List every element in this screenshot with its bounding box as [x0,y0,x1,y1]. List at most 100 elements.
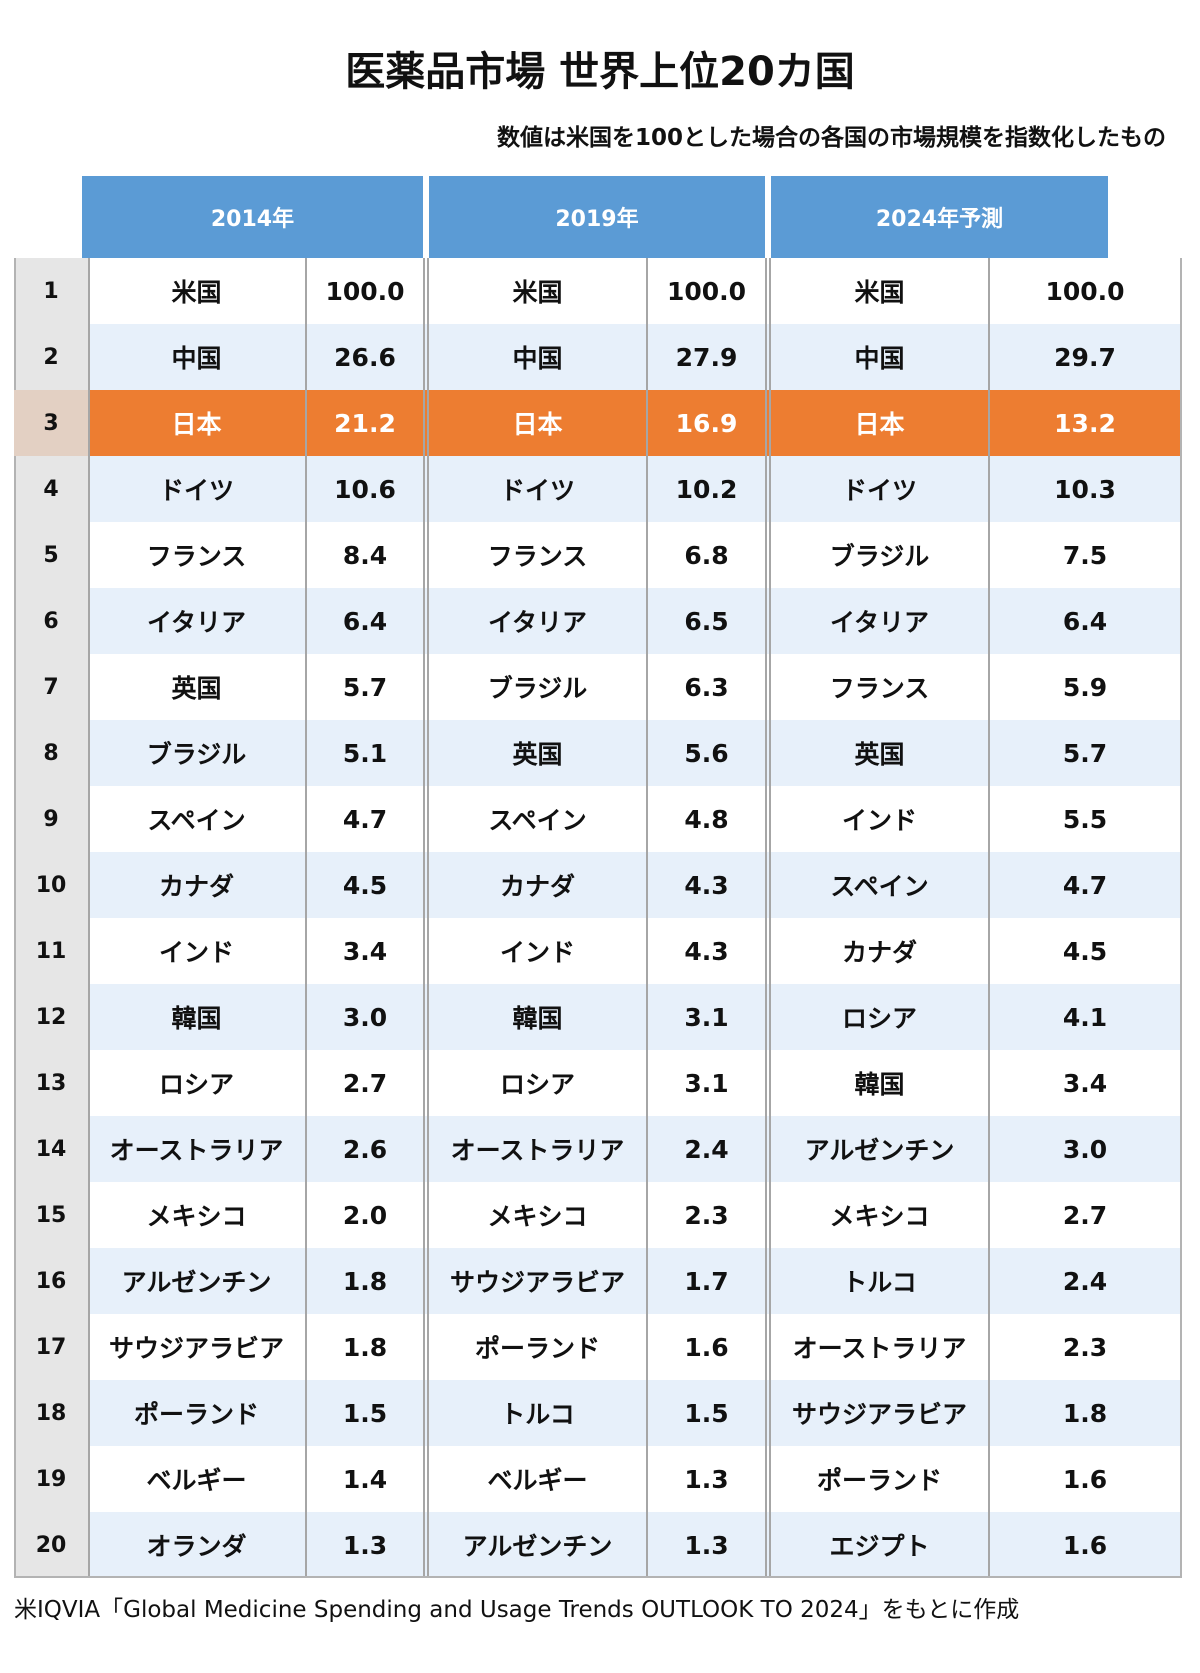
index-value-2014: 2.7 [342,1068,388,1098]
country-name-2024: カナダ [841,938,917,967]
country-name-2014: ポーランド [133,1400,259,1429]
rank-number: 19 [35,1466,67,1492]
index-value-2024: 2.3 [1062,1332,1108,1362]
table-row: 3 日本 21.2 日本 16.9 日本 13.2 [14,390,1182,456]
country-name-2019: 韓国 [512,1004,563,1033]
country-name-2019: オーストラリア [450,1136,625,1165]
country-name-2014: ブラジル [146,740,247,769]
country-name-2014: オーストラリア [109,1136,284,1165]
index-value-2014: 1.5 [342,1398,388,1428]
table-row: 18 ポーランド 1.5 トルコ 1.5 サウジアラビア 1.8 [14,1380,1182,1446]
index-value-2024: 5.7 [1062,738,1108,768]
country-name-2024: ロシア [841,1004,917,1033]
row-background [88,390,1182,456]
chart-subtitle: 数値は米国を100とした場合の各国の市場規模を指数化したもの [496,125,1166,151]
country-name-2019: インド [499,938,575,967]
table-row: 9 スペイン 4.7 スペイン 4.8 インド 5.5 [14,786,1182,852]
rank-number: 18 [35,1400,67,1426]
row-background [88,1116,1182,1182]
index-value-2014: 1.8 [342,1332,388,1362]
row-background [88,1050,1182,1116]
country-name-2024: インド [841,806,917,835]
index-value-2024: 4.7 [1062,870,1108,900]
column-divider [88,258,90,1578]
table-row: 11 インド 3.4 インド 4.3 カナダ 4.5 [14,918,1182,984]
country-name-2024: 英国 [854,740,905,769]
country-name-2014: ベルギー [146,1466,247,1495]
ranking-table: 2014年 2019年 2024年予測 1 米国 100.0 米国 100.0 米国 100… [14,176,1182,1578]
table-border-right [1180,258,1182,1578]
country-name-2019: イタリア [487,608,587,637]
rank-number: 2 [43,344,59,370]
index-value-2014: 1.4 [342,1464,388,1494]
row-background [88,852,1182,918]
country-name-2014: 米国 [171,278,222,307]
row-background [88,588,1182,654]
row-background [88,720,1182,786]
row-background [88,456,1182,522]
country-name-2019: ブラジル [487,674,588,703]
country-name-2024: エジプト [829,1532,930,1561]
row-background [88,258,1182,324]
index-value-2014: 3.0 [342,1002,388,1032]
country-name-2024: トルコ [842,1268,917,1297]
index-value-2019: 5.6 [684,738,729,768]
table-row: 17 サウジアラビア 1.8 ポーランド 1.6 オーストラリア 2.3 [14,1314,1182,1380]
rank-number: 8 [43,740,59,766]
row-background [88,1182,1182,1248]
country-name-2019: フランス [487,542,588,571]
index-value-2024: 6.4 [1062,606,1108,636]
index-value-2019: 1.3 [684,1530,729,1560]
country-name-2014: アルゼンチン [121,1268,272,1297]
table-row: 20 オランダ 1.3 アルゼンチン 1.3 エジプト 1.6 [14,1512,1182,1578]
country-name-2019: 英国 [512,740,563,769]
country-name-2019: ロシア [499,1070,575,1099]
country-name-2014: イタリア [146,608,246,637]
rank-number: 7 [43,674,59,700]
index-value-2014: 4.7 [342,804,388,834]
country-name-2019: 米国 [512,278,563,307]
index-value-2014: 10.6 [334,474,396,504]
country-name-2024: スペイン [830,872,929,901]
index-value-2019: 3.1 [684,1002,729,1032]
country-name-2024: メキシコ [829,1202,930,1231]
country-name-2024: ブラジル [829,542,930,571]
table-row: 1 米国 100.0 米国 100.0 米国 100.0 [14,258,1182,324]
period-divider [423,258,429,1578]
country-name-2019: トルコ [500,1400,575,1429]
index-value-2019: 2.4 [684,1134,729,1164]
country-name-2024: サウジアラビア [791,1400,967,1429]
index-value-2019: 6.3 [684,672,729,702]
table-row: 15 メキシコ 2.0 メキシコ 2.3 メキシコ 2.7 [14,1182,1182,1248]
table-row: 8 ブラジル 5.1 英国 5.6 英国 5.7 [14,720,1182,786]
chart-title: 医薬品市場 世界上位20カ国 [345,49,855,95]
rank-number: 13 [35,1070,67,1096]
country-name-2014: カナダ [158,872,234,901]
index-value-2014: 1.3 [342,1530,388,1560]
rank-number: 17 [35,1334,67,1360]
country-name-2024: 韓国 [854,1070,905,1099]
index-value-2014: 26.6 [334,342,396,372]
rank-number: 10 [35,872,67,898]
table-row: 19 ベルギー 1.4 ベルギー 1.3 ポーランド 1.6 [14,1446,1182,1512]
index-value-2019: 4.3 [684,936,729,966]
index-value-2014: 5.7 [342,672,388,702]
table-row: 6 イタリア 6.4 イタリア 6.5 イタリア 6.4 [14,588,1182,654]
country-name-2019: アルゼンチン [462,1532,613,1561]
country-name-2019: ポーランド [474,1334,600,1363]
row-background [88,522,1182,588]
country-name-2014: メキシコ [146,1202,247,1231]
row-background [88,918,1182,984]
row-background [88,1512,1182,1578]
index-value-2014: 8.4 [342,540,388,570]
index-value-2024: 100.0 [1045,276,1125,306]
index-value-2019: 10.2 [675,474,738,504]
index-value-2024: 1.6 [1062,1464,1108,1494]
row-background [88,1380,1182,1446]
country-name-2014: ロシア [158,1070,234,1099]
header-divider [765,176,771,258]
row-background [88,1248,1182,1314]
index-value-2024: 5.9 [1062,672,1108,702]
index-value-2014: 3.4 [342,936,388,966]
country-name-2024: ポーランド [816,1466,942,1495]
